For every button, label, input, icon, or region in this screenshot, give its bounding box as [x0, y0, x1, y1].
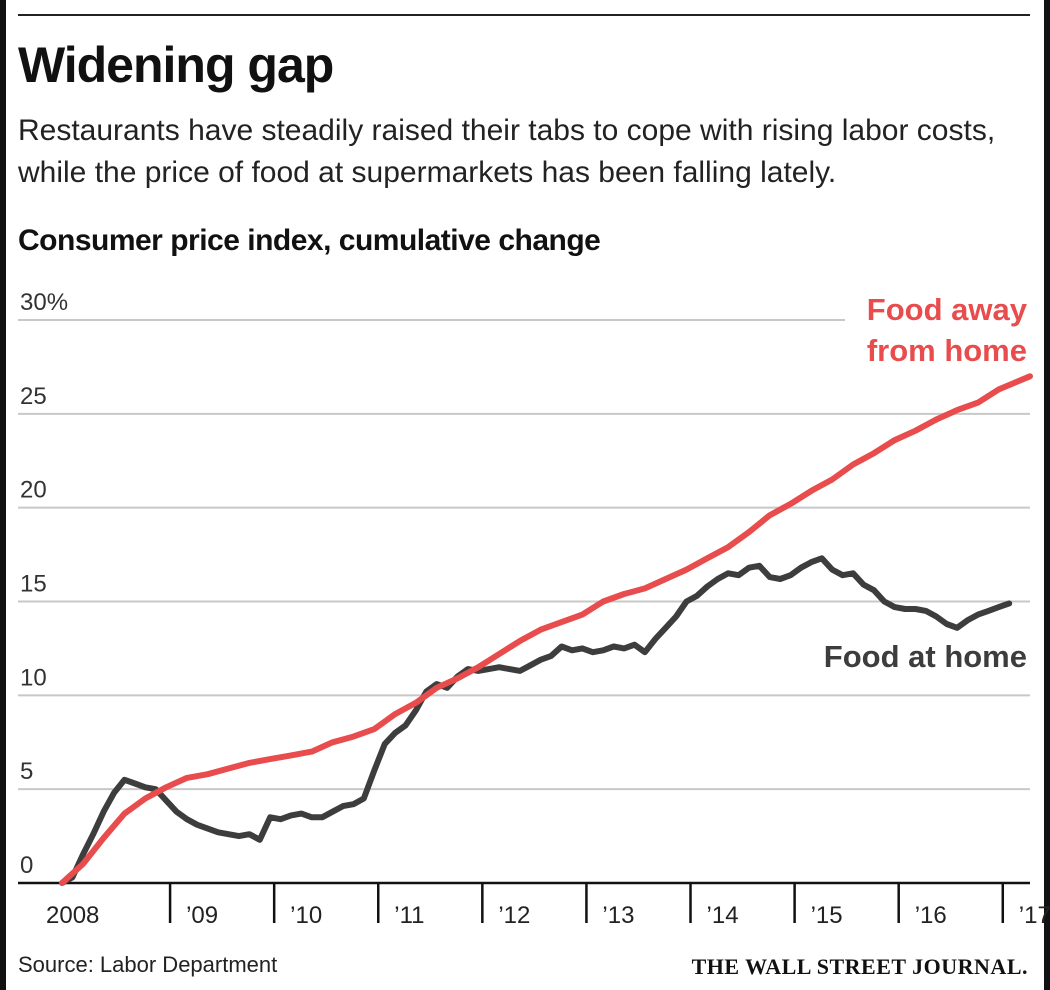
x-tick-label: ’10	[290, 902, 322, 929]
x-tick-label: ’17	[1019, 902, 1050, 929]
x-tick-label: ’09	[186, 902, 218, 929]
x-tick-label: ’13	[602, 902, 634, 929]
y-tick-label: 15	[20, 571, 47, 598]
page-title: Widening gap	[18, 37, 334, 93]
chart-title: Consumer price index, cumulative change	[18, 224, 601, 257]
x-tick-label: ’12	[498, 902, 530, 929]
x-tick-label: ’14	[707, 902, 739, 929]
y-tick-label: 10	[20, 664, 47, 691]
series-label-food-away-from-home: from home	[867, 333, 1027, 368]
source-note: Source: Labor Department	[18, 952, 278, 977]
publisher-logo: THE WALL STREET JOURNAL.	[691, 954, 1028, 979]
y-tick-label: 5	[20, 758, 33, 785]
x-tick-label: ’11	[394, 902, 424, 929]
x-tick-label: 2008	[46, 902, 99, 929]
y-tick-label: 0	[20, 852, 33, 879]
series-label-food-away-from-home: Food away	[867, 292, 1028, 327]
y-tick-label: 20	[20, 477, 47, 504]
y-tick-label: 30%	[20, 289, 68, 316]
top-rule	[18, 14, 1030, 16]
y-tick-label: 25	[20, 383, 47, 410]
series-line-food-at-home	[59, 555, 1013, 886]
page-subtitle: Restaurants have steadily raised their t…	[18, 114, 996, 189]
series-label-food-at-home: Food at home	[824, 639, 1027, 674]
series-line-food-away-from-home	[59, 373, 1033, 886]
x-tick-label: ’16	[915, 902, 947, 929]
x-tick-label: ’15	[811, 902, 843, 929]
